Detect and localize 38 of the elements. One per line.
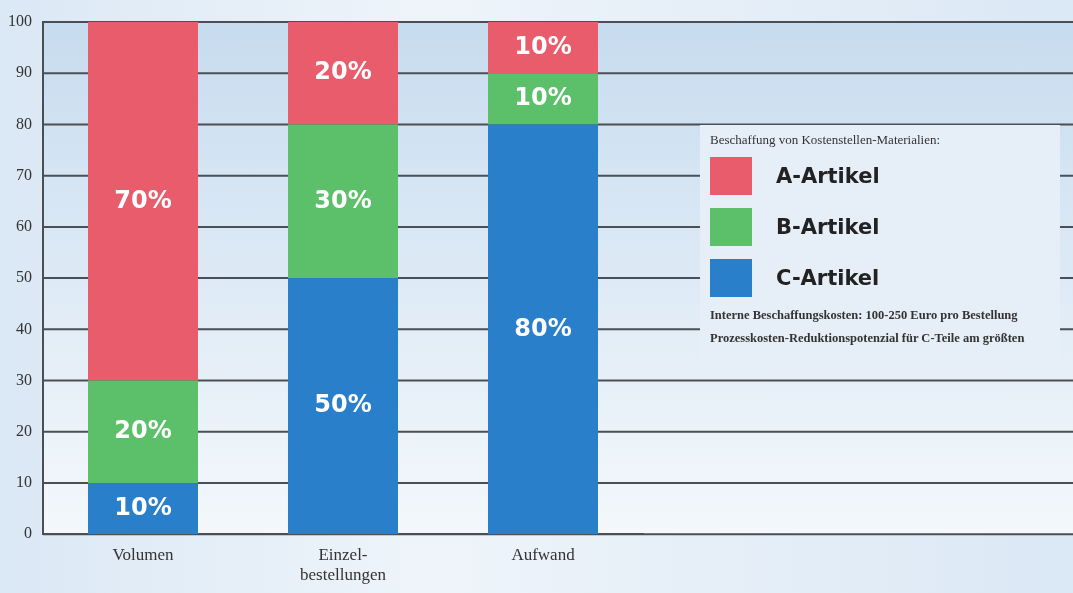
bar (88, 482, 198, 535)
text: Prozesskosten-Reduktionspotenzial für C-Teile am größten (710, 331, 1026, 345)
data-label: 50% (314, 390, 372, 419)
y-tick-label: 60 (16, 217, 32, 235)
data-label: 80% (514, 313, 572, 342)
bar (88, 380, 198, 483)
y-tick-label: 30 (16, 370, 32, 388)
y-tick-label: 80 (16, 114, 32, 132)
legend-label: B-Artikel (776, 215, 880, 239)
x-tick-label: Einzel-bestellungen (300, 544, 387, 585)
legend-label: A-Artikel (776, 164, 880, 188)
y-tick-label: 70 (16, 165, 32, 183)
x-tick-label: Aufwand (511, 544, 576, 564)
data-label: 20% (114, 415, 172, 444)
text: Interne Beschaffungskosten: 100-250 Euro pro Bestellung (710, 308, 1019, 322)
bar (288, 278, 398, 535)
legend-title: Beschaffung von Kostenstellen-Materialien: (710, 132, 942, 147)
y-tick-label: 40 (16, 319, 32, 337)
data-label: 20% (314, 57, 372, 86)
y-tick-label: 0 (24, 524, 32, 542)
data-label: 10% (114, 492, 172, 521)
legend-label: C-Artikel (776, 266, 880, 290)
y-tick-label: 90 (16, 63, 32, 81)
data-label: 10% (514, 83, 572, 112)
bar (88, 22, 198, 381)
y-tick-label: 10 (16, 473, 32, 491)
data-label: 30% (314, 185, 372, 214)
y-tick-label: 100 (8, 12, 32, 30)
bar (288, 124, 398, 279)
y-tick-label: 20 (16, 421, 32, 439)
x-tick-label: Volumen (112, 544, 175, 564)
y-tick-label: 50 (16, 268, 32, 286)
bar (488, 124, 598, 535)
bar (488, 73, 598, 125)
bar (288, 22, 398, 125)
bar (488, 22, 598, 74)
data-label: 10% (514, 31, 572, 60)
data-label: 70% (114, 185, 172, 214)
